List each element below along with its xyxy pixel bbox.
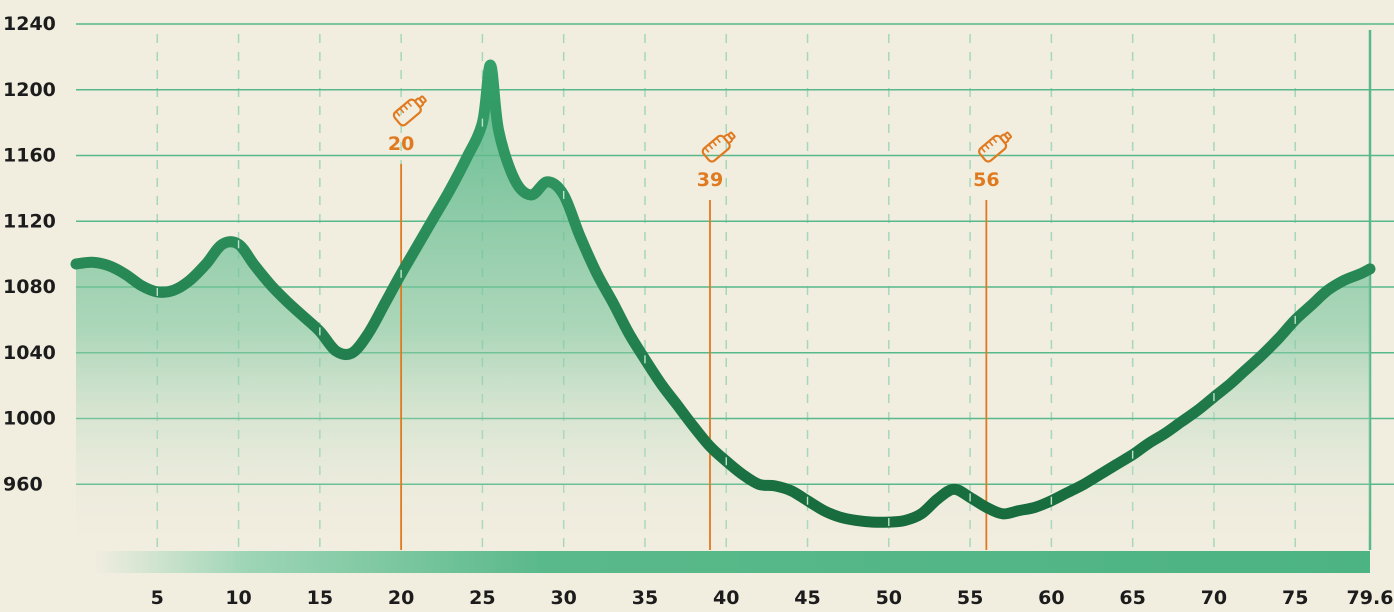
water-bottle-icon <box>978 131 1012 163</box>
bottle-rib <box>980 147 986 153</box>
x-tick-label: 50 <box>876 587 902 608</box>
bottle-cap <box>1003 131 1012 140</box>
bottle-rib <box>708 143 714 150</box>
x-tick-label: 35 <box>632 587 658 608</box>
x-tick-label: 70 <box>1201 587 1227 608</box>
x-tick-label: 55 <box>957 587 983 608</box>
water-stop-label: 56 <box>973 169 999 191</box>
bottle-rib <box>988 140 994 147</box>
bottle-rib <box>403 104 409 111</box>
y-tick-label: 1240 <box>3 13 56 35</box>
x-tick-label: 45 <box>794 587 820 608</box>
bottle-rib <box>992 137 998 144</box>
x-tick-label: 5 <box>151 587 164 608</box>
elevation-area <box>76 65 1370 550</box>
bottle-rib <box>715 137 721 144</box>
y-tick-label: 1000 <box>3 408 56 430</box>
bottle-rib <box>984 143 990 150</box>
x-tick-label: 15 <box>307 587 333 608</box>
bottle-cap <box>418 95 427 104</box>
x-tick-label: 30 <box>550 587 576 608</box>
water-bottle-icon <box>701 131 736 163</box>
water-stop-label: 39 <box>697 169 723 191</box>
y-tick-label: 1080 <box>3 276 56 298</box>
bottle-rib <box>399 107 405 114</box>
bottle-cap <box>727 131 736 140</box>
x-tick-label: 20 <box>388 587 414 608</box>
y-tick-label: 960 <box>3 473 43 495</box>
distance-bar <box>95 551 1370 573</box>
x-tick-label: 25 <box>469 587 495 608</box>
bottle-rib <box>712 140 718 147</box>
x-tick-label: 65 <box>1119 587 1145 608</box>
y-tick-label: 1040 <box>3 342 56 364</box>
water-stop-label: 20 <box>388 133 414 155</box>
x-tick-label: 40 <box>713 587 739 608</box>
x-tick-label: 10 <box>225 587 251 608</box>
bottle-rib <box>395 110 401 117</box>
y-tick-label: 1200 <box>3 79 56 101</box>
bottle-rib <box>406 101 413 107</box>
y-tick-label: 1120 <box>3 210 56 232</box>
x-tick-label: 60 <box>1038 587 1064 608</box>
water-bottle-icon <box>392 95 427 127</box>
x-tick-label: 75 <box>1282 587 1308 608</box>
elevation-line <box>70 59 1376 528</box>
y-tick-label: 1160 <box>3 145 56 167</box>
bottle-rib <box>704 147 710 153</box>
x-tick-label: 79.6 <box>1347 587 1394 608</box>
